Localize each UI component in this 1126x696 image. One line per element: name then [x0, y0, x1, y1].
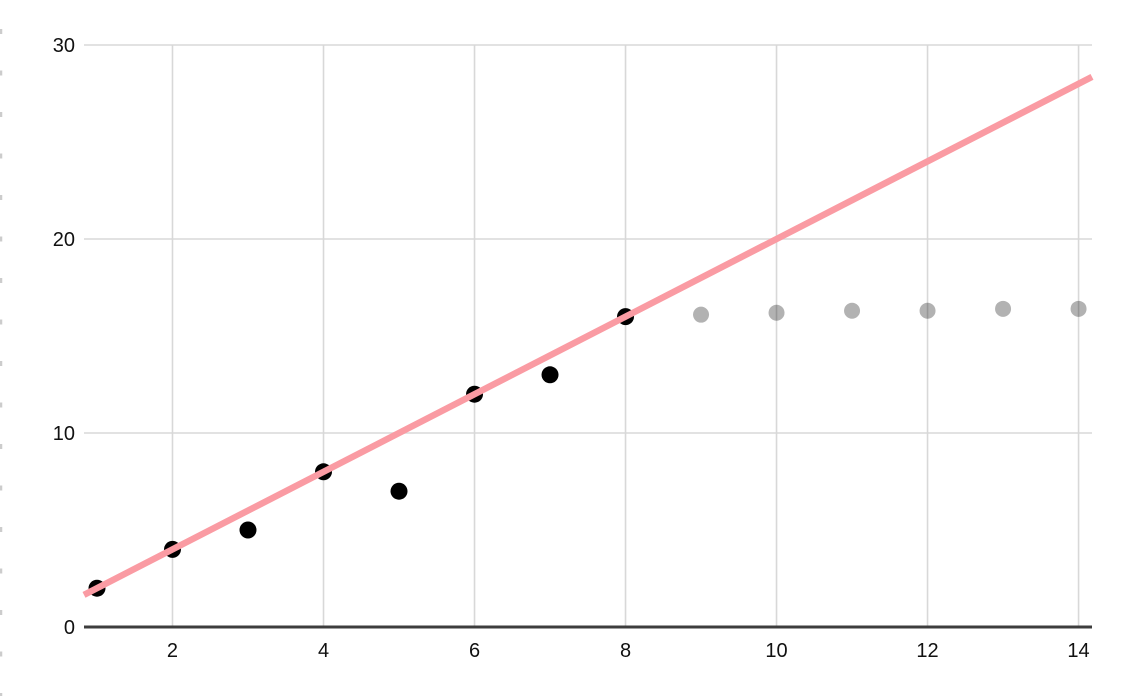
x-tick-label: 14	[1067, 640, 1089, 662]
plateau-point	[1070, 300, 1087, 317]
y-tick-label: 0	[64, 617, 75, 639]
x-tick-label: 8	[620, 640, 631, 662]
x-tick-label: 2	[167, 640, 178, 662]
plateau-point	[768, 304, 785, 321]
observed-point	[390, 482, 408, 500]
y-tick-label: 20	[53, 229, 75, 251]
plateau-point	[995, 300, 1012, 317]
plateau-point	[693, 306, 710, 323]
plateau-point	[844, 302, 861, 319]
x-tick-label: 12	[916, 640, 938, 662]
x-tick-label: 4	[318, 640, 329, 662]
trend-line	[82, 74, 1094, 598]
x-tick-label: 10	[765, 640, 787, 662]
observed-point	[541, 366, 559, 384]
plateau-point	[919, 302, 936, 319]
y-tick-label: 30	[53, 35, 75, 57]
x-tick-label: 6	[469, 640, 480, 662]
observed-point	[239, 521, 257, 539]
y-tick-label: 10	[53, 423, 75, 445]
